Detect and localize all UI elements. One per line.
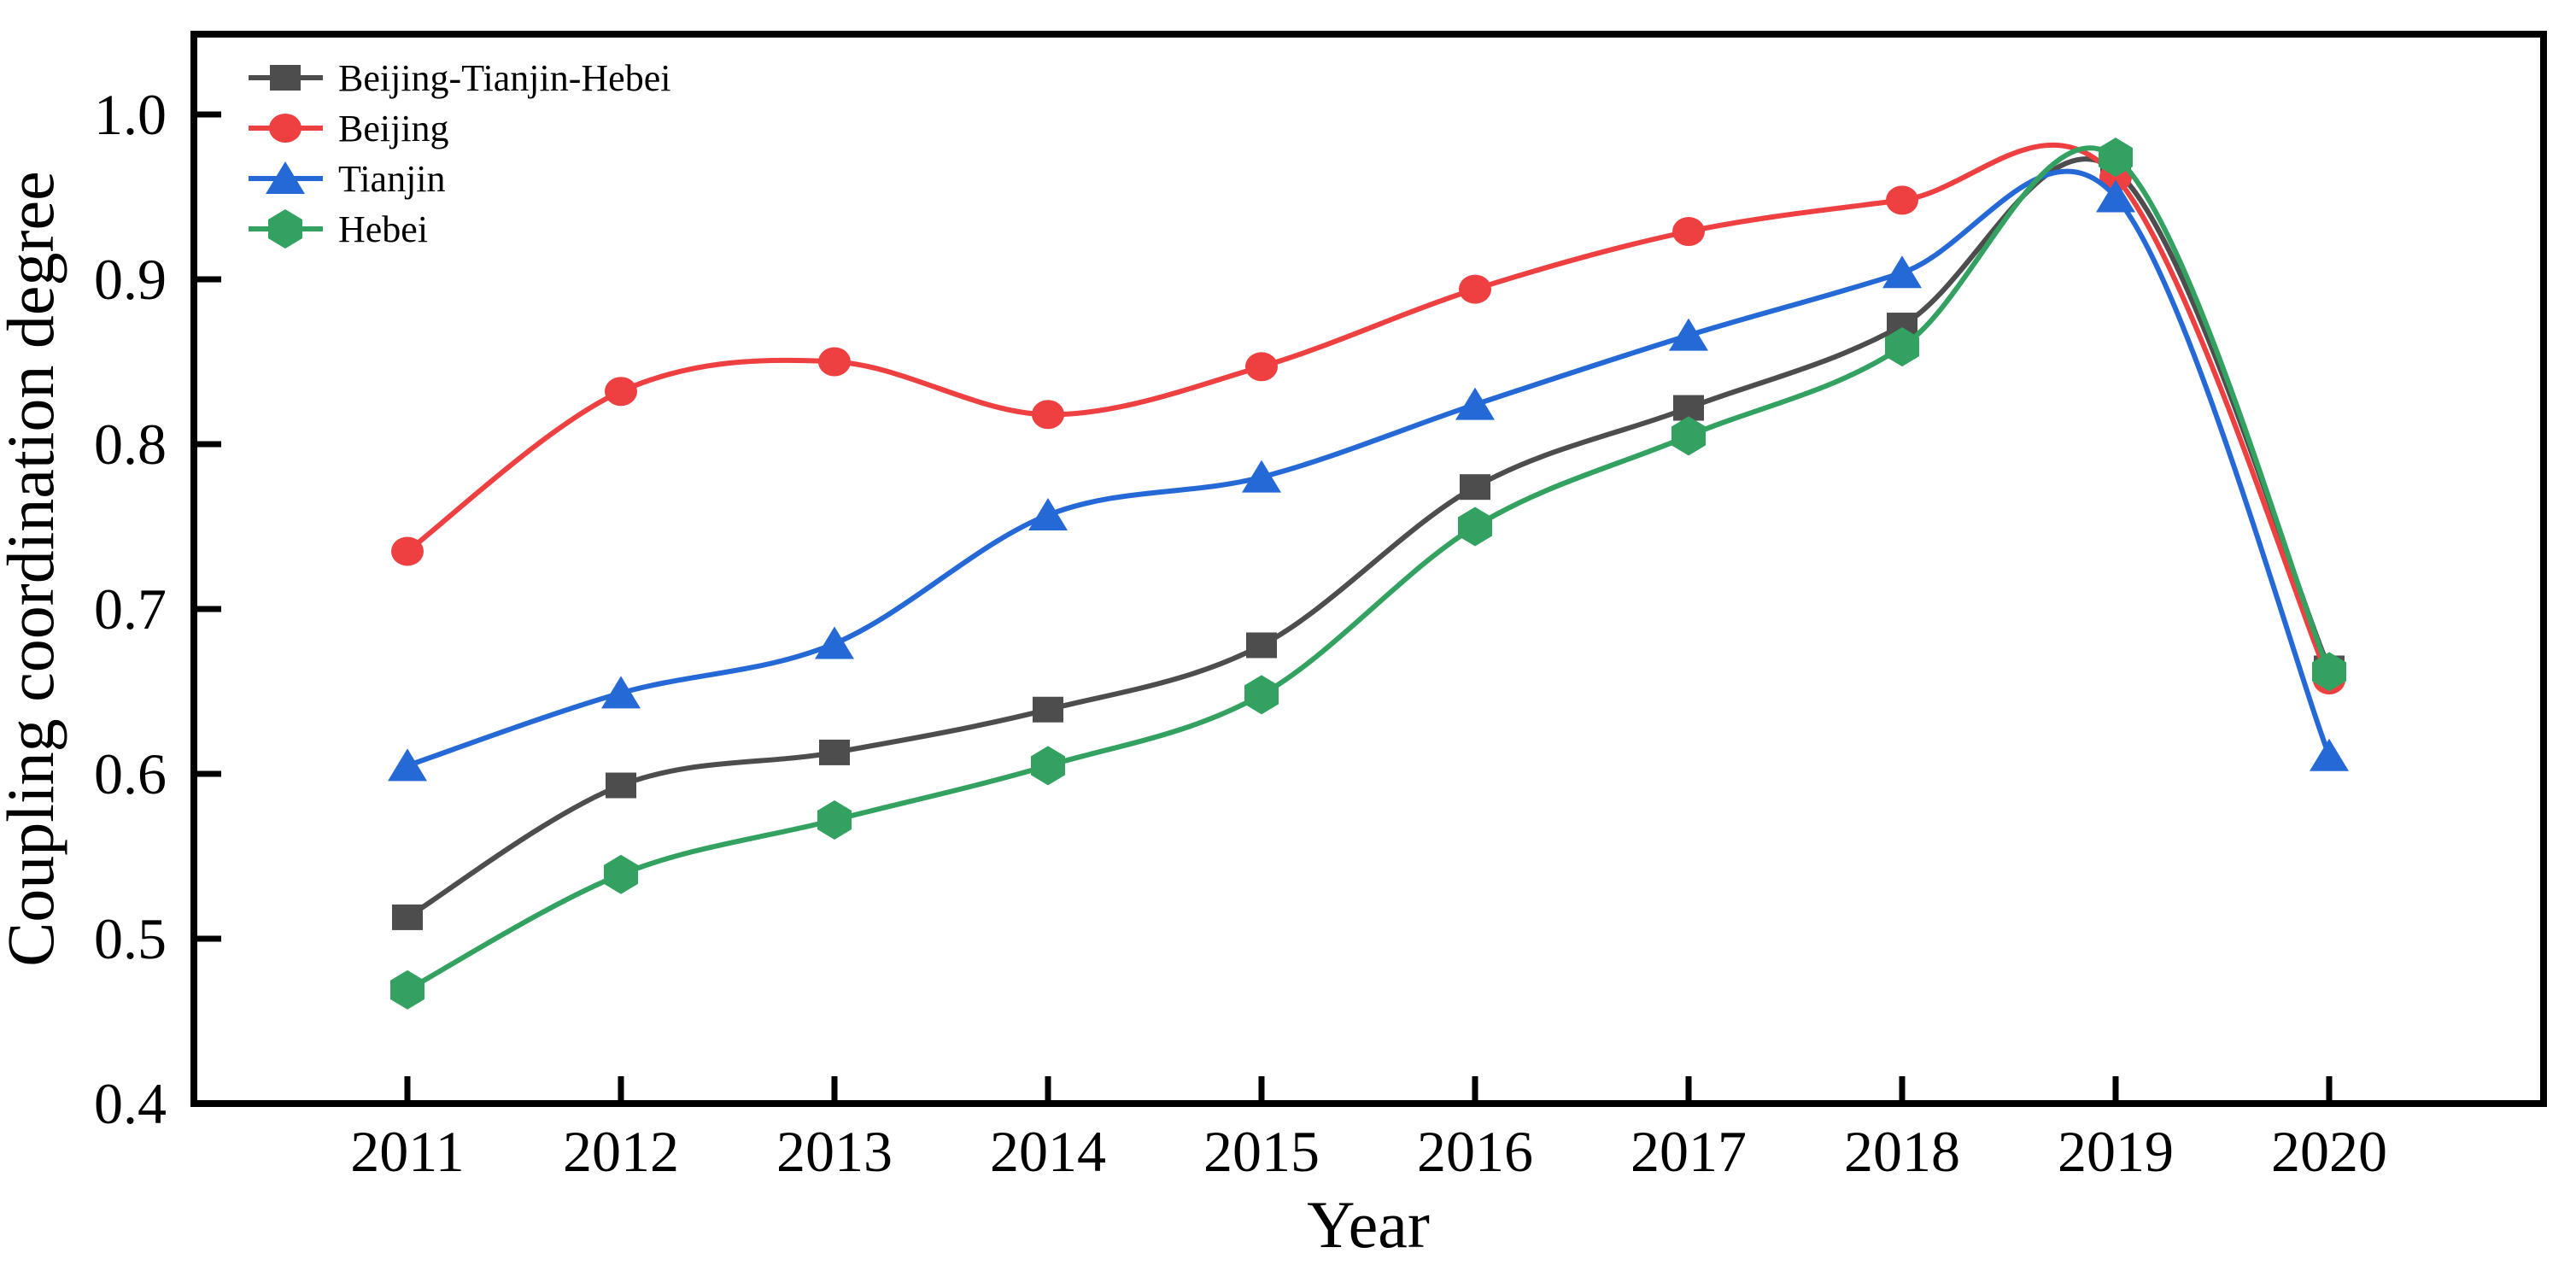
circle-marker	[391, 536, 424, 566]
triangle-marker	[601, 676, 641, 709]
y-tick-label: 1.0	[94, 82, 167, 147]
hexagon-marker	[1671, 416, 1706, 456]
hexagon-marker	[1244, 675, 1279, 715]
legend-label: Beijing-Tianjin-Hebei	[338, 57, 670, 99]
circle-marker	[1459, 274, 1491, 304]
y-tick-label: 0.4	[94, 1071, 167, 1136]
x-axis: 2011 2012 2013 2014 2015 2016 2017 2018 2019 2020	[350, 1076, 2387, 1184]
square-marker	[1246, 632, 1277, 659]
plot-border	[190, 31, 2547, 1107]
y-axis-title: Coupling coordination degree	[0, 171, 67, 966]
hexagon-marker	[2099, 138, 2133, 178]
y-tick-label: 0.6	[94, 741, 167, 806]
triangle-marker	[1028, 497, 1068, 530]
series-beijing-tianjin-hebei	[392, 156, 2345, 930]
legend-item-beijing-tianjin-hebei: Beijing-Tianjin-Hebei	[249, 57, 670, 99]
series-line	[405, 142, 2332, 682]
series-hebei	[390, 138, 2346, 1010]
hexagon-marker	[2312, 652, 2346, 692]
legend: Beijing-Tianjin-Hebei Beijing Tianjin Hebei	[249, 57, 670, 250]
y-tick-label: 0.7	[94, 577, 167, 641]
legend-label: Hebei	[338, 208, 428, 250]
y-tick-label: 0.8	[94, 412, 167, 477]
plot-area	[190, 31, 2547, 1107]
square-marker	[270, 65, 301, 91]
y-tick-label: 0.9	[94, 247, 167, 312]
hexagon-marker	[390, 969, 424, 1010]
square-marker	[392, 904, 423, 930]
circle-marker	[269, 114, 302, 143]
legend-label: Tianjin	[338, 158, 446, 200]
hexagon-marker	[268, 209, 302, 249]
square-marker	[1033, 696, 1063, 723]
y-tick-label: 0.5	[94, 906, 167, 971]
triangle-marker	[266, 161, 305, 194]
circle-marker	[1245, 352, 1278, 382]
hexagon-marker	[817, 800, 852, 840]
triangle-marker	[815, 626, 854, 659]
y-axis: 1.0 0.9 0.8 0.7 0.6 0.5 0.4	[94, 82, 221, 1136]
series-line	[405, 145, 2332, 993]
legend-item-beijing: Beijing	[249, 108, 449, 149]
x-tick-label: 2017	[1630, 1119, 1747, 1184]
legend-label: Beijing	[338, 108, 449, 149]
triangle-marker	[388, 748, 427, 782]
hexagon-marker	[1031, 746, 1065, 786]
circle-marker	[1032, 400, 1064, 430]
triangle-marker	[1242, 460, 1281, 493]
hexagon-marker	[1458, 507, 1492, 547]
series-line	[405, 156, 2332, 920]
triangle-marker	[2310, 738, 2349, 771]
square-marker	[819, 739, 850, 765]
x-tick-label: 2018	[1844, 1119, 1960, 1184]
circle-marker	[1672, 217, 1705, 247]
series-tianjin	[388, 168, 2349, 782]
hexagon-marker	[604, 854, 638, 894]
series-group	[388, 138, 2349, 1010]
x-tick-label: 2012	[563, 1119, 679, 1184]
circle-marker	[605, 377, 637, 407]
x-tick-label: 2014	[990, 1119, 1106, 1184]
triangle-marker	[1882, 255, 1922, 289]
x-tick-label: 2019	[2058, 1119, 2174, 1184]
x-tick-label: 2016	[1417, 1119, 1533, 1184]
triangle-marker	[1669, 318, 1708, 351]
square-marker	[606, 772, 636, 799]
x-tick-label: 2013	[776, 1119, 893, 1184]
x-tick-label: 2020	[2271, 1119, 2387, 1184]
triangle-marker	[2096, 179, 2135, 213]
x-tick-label: 2011	[350, 1119, 464, 1184]
legend-item-tianjin: Tianjin	[249, 158, 446, 200]
circle-marker	[1886, 185, 1918, 215]
series-line	[405, 168, 2332, 769]
x-tick-label: 2015	[1203, 1119, 1320, 1184]
x-axis-title: Year	[1307, 1187, 1430, 1262]
circle-marker	[818, 347, 851, 377]
square-marker	[1460, 474, 1490, 501]
triangle-marker	[1455, 387, 1495, 420]
hexagon-marker	[1885, 327, 1919, 367]
legend-item-hebei: Hebei	[249, 208, 428, 250]
